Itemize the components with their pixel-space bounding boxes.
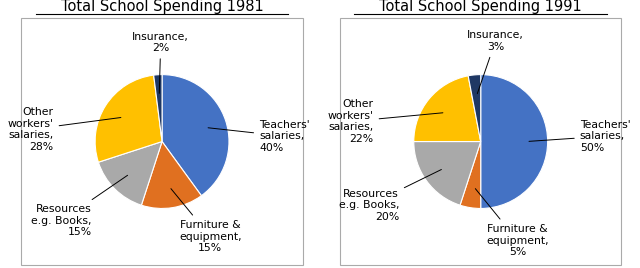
Wedge shape <box>414 142 481 205</box>
Text: Other
workers'
salaries,
22%: Other workers' salaries, 22% <box>328 99 443 144</box>
Wedge shape <box>154 75 162 142</box>
Text: Teachers'
salaries,
40%: Teachers' salaries, 40% <box>208 120 310 153</box>
Text: Insurance,
2%: Insurance, 2% <box>132 32 189 93</box>
Wedge shape <box>141 142 202 209</box>
Text: Teachers'
salaries,
50%: Teachers' salaries, 50% <box>529 120 630 153</box>
Bar <box>340 18 621 265</box>
Wedge shape <box>414 76 481 142</box>
Text: Furniture &
equipment,
15%: Furniture & equipment, 15% <box>171 189 241 253</box>
Text: Insurance,
3%: Insurance, 3% <box>467 30 524 94</box>
Wedge shape <box>468 75 481 142</box>
Title: Total School Spending 1981: Total School Spending 1981 <box>61 0 264 14</box>
Wedge shape <box>95 75 162 162</box>
Wedge shape <box>99 142 162 205</box>
Text: Resources
e.g. Books,
20%: Resources e.g. Books, 20% <box>339 170 442 222</box>
Title: Total School Spending 1991: Total School Spending 1991 <box>380 0 582 14</box>
Text: Resources
e.g. Books,
15%: Resources e.g. Books, 15% <box>31 175 127 237</box>
Wedge shape <box>460 142 481 209</box>
Wedge shape <box>481 75 548 209</box>
Wedge shape <box>162 75 229 196</box>
Text: Other
workers'
salaries,
28%: Other workers' salaries, 28% <box>8 107 121 152</box>
Text: Furniture &
equipment,
5%: Furniture & equipment, 5% <box>476 189 549 257</box>
Bar <box>22 18 303 265</box>
